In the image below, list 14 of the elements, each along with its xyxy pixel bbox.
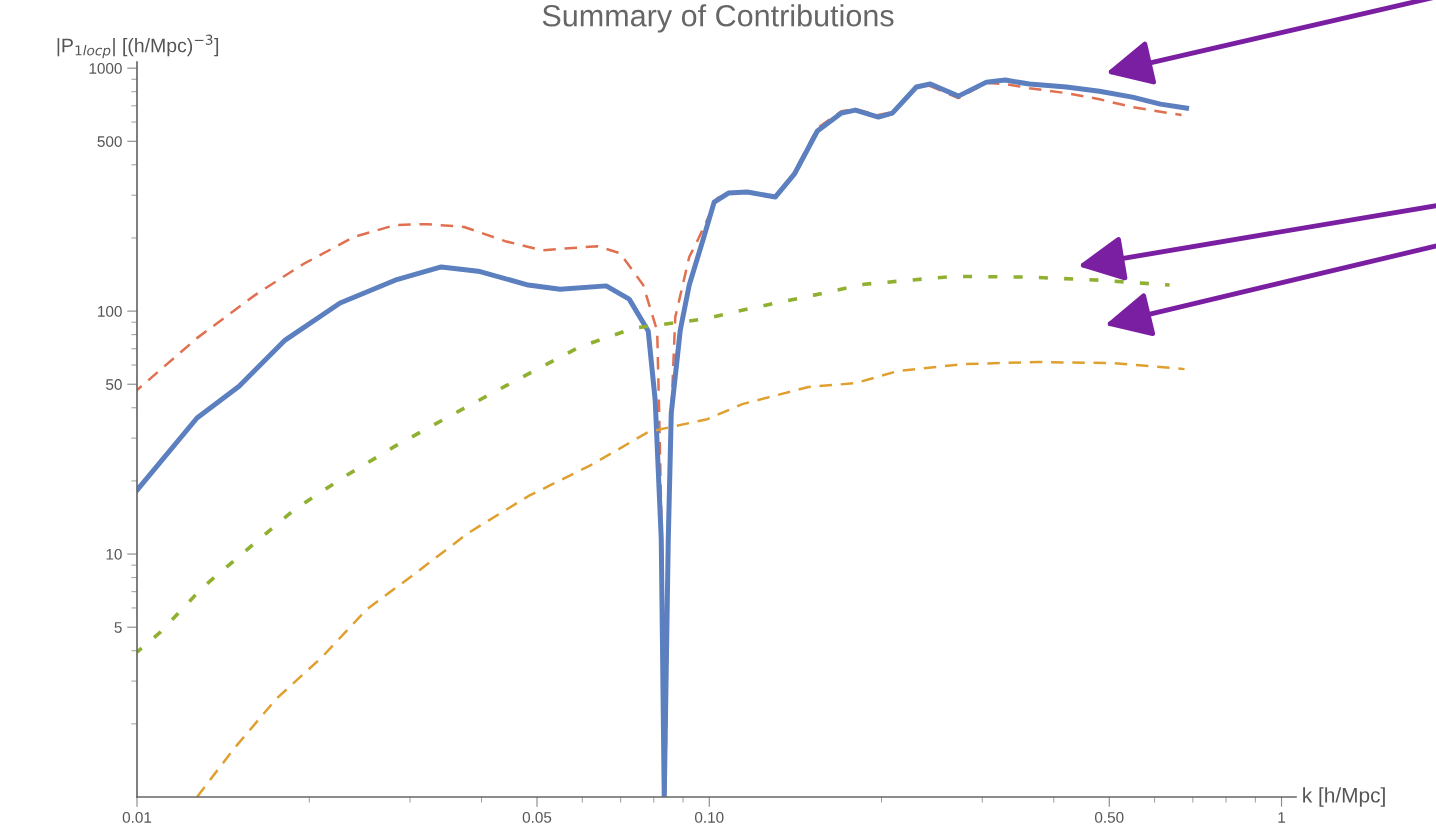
x-tick-label: 0.05 (522, 811, 552, 823)
x-tick-label: 1 (1278, 812, 1286, 823)
x-axis-title: k [h/Mpc] (1303, 787, 1385, 807)
y-tick-label: 50 (106, 379, 122, 390)
y-tick-label: 5 (114, 622, 122, 633)
y-tick-label: 500 (97, 136, 122, 147)
y-tick-label: 100 (98, 305, 122, 317)
y-tick-label: 10 (106, 548, 122, 560)
x-tick-label: 0.01 (122, 811, 152, 823)
x-tick-label: 0.50 (1094, 811, 1124, 823)
x-tick-label: 0.10 (694, 811, 724, 823)
y-axis-title: |P$_{1locp}$| [(h/Mpc)$^{−3}$] (57, 34, 219, 59)
chart-title: Summary of Contributions (542, 4, 894, 33)
y-tick-label: 1000 (89, 63, 122, 74)
